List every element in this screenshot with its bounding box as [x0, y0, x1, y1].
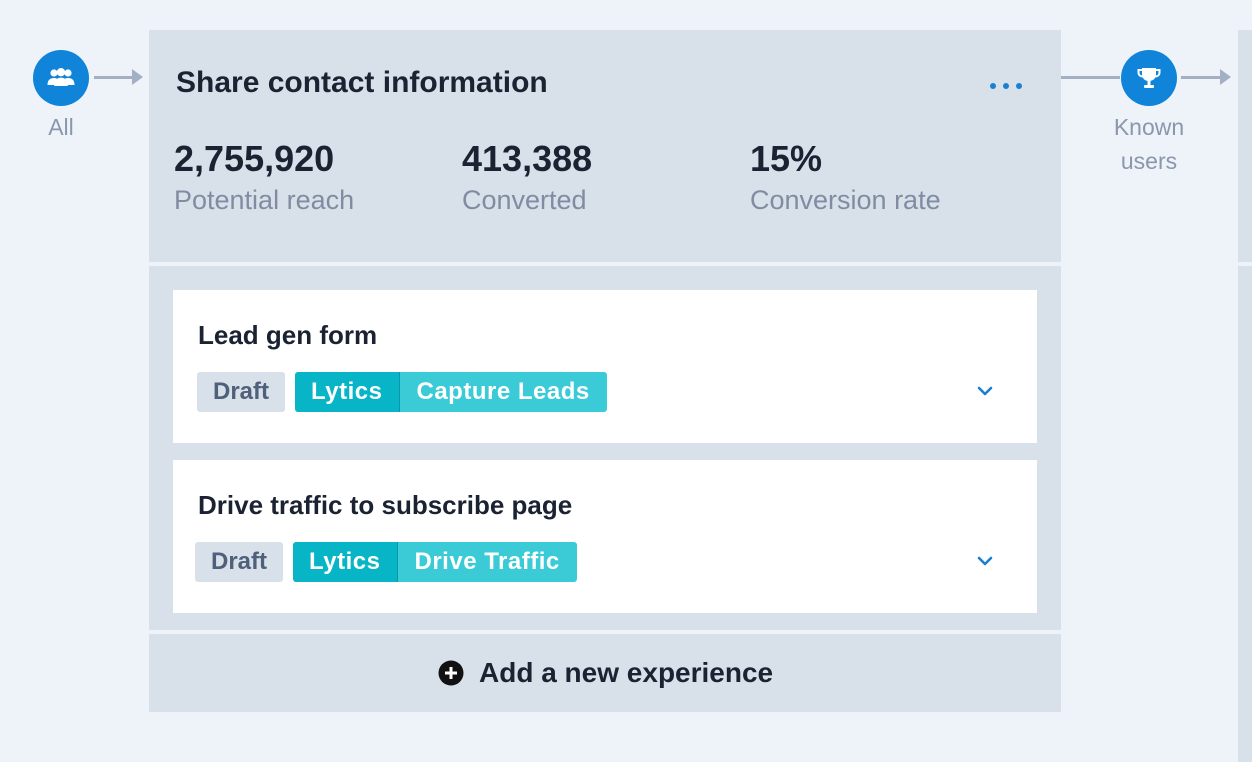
arrow-right-icon — [132, 69, 143, 85]
trophy-icon — [1137, 68, 1161, 88]
stat-label: Converted — [462, 185, 587, 215]
chevron-down-icon[interactable] — [973, 379, 997, 403]
goal-tag: Capture Leads — [399, 372, 607, 412]
experience-title: Drive traffic to subscribe page — [198, 490, 573, 520]
end-node-label-line2: users — [1120, 148, 1178, 174]
next-step-card-edge — [1238, 30, 1252, 762]
experience-item[interactable]: Drive traffic to subscribe page Draft Ly… — [173, 460, 1037, 613]
users-group-icon — [47, 68, 75, 86]
start-node[interactable] — [33, 50, 89, 106]
add-experience-button[interactable]: Add a new experience — [149, 634, 1061, 712]
provider-goal-badge: Lytics Capture Leads — [295, 372, 607, 412]
experience-title: Lead gen form — [198, 320, 378, 350]
step-title: Share contact information — [176, 66, 548, 99]
end-node-label: Known users — [1099, 110, 1199, 178]
provider-goal-badge: Lytics Drive Traffic — [293, 542, 577, 582]
experience-item[interactable]: Lead gen form Draft Lytics Capture Leads — [173, 290, 1037, 443]
stat-converted: 413,388 Converted — [462, 138, 592, 220]
connector-line — [94, 76, 132, 79]
experience-tags: Draft Lytics Capture Leads — [197, 372, 607, 412]
plus-circle-icon — [438, 660, 464, 686]
stat-potential-reach: 2,755,920 Potential reach — [174, 138, 354, 220]
start-node-label: All — [48, 114, 74, 140]
stat-value: 2,755,920 — [174, 138, 335, 179]
status-badge: Draft — [195, 542, 284, 582]
stat-value: 413,388 — [462, 138, 593, 179]
provider-tag: Lytics — [295, 372, 400, 412]
add-experience-label: Add a new experience — [479, 657, 774, 688]
chevron-down-icon[interactable] — [973, 549, 997, 573]
card-header: Share contact information 2,755,920 Pote… — [149, 30, 1061, 262]
connector-line — [1181, 76, 1221, 79]
divider — [1238, 262, 1252, 266]
more-options-icon[interactable] — [990, 80, 1022, 92]
stat-label: Conversion rate — [750, 185, 941, 215]
experience-list: Lead gen form Draft Lytics Capture Leads… — [149, 266, 1061, 630]
end-node[interactable] — [1121, 50, 1177, 106]
connector-line — [1061, 76, 1120, 79]
provider-tag: Lytics — [293, 542, 398, 582]
goal-tag: Drive Traffic — [397, 542, 577, 582]
stat-conversion-rate: 15% Conversion rate — [750, 138, 941, 220]
experience-tags: Draft Lytics Drive Traffic — [195, 542, 577, 582]
journey-step-card: Share contact information 2,755,920 Pote… — [149, 30, 1061, 712]
end-node-label-line1: Known — [1113, 114, 1185, 140]
status-badge: Draft — [197, 372, 286, 412]
stat-value: 15% — [750, 138, 823, 179]
arrow-right-icon — [1220, 69, 1231, 85]
stat-label: Potential reach — [174, 185, 355, 215]
